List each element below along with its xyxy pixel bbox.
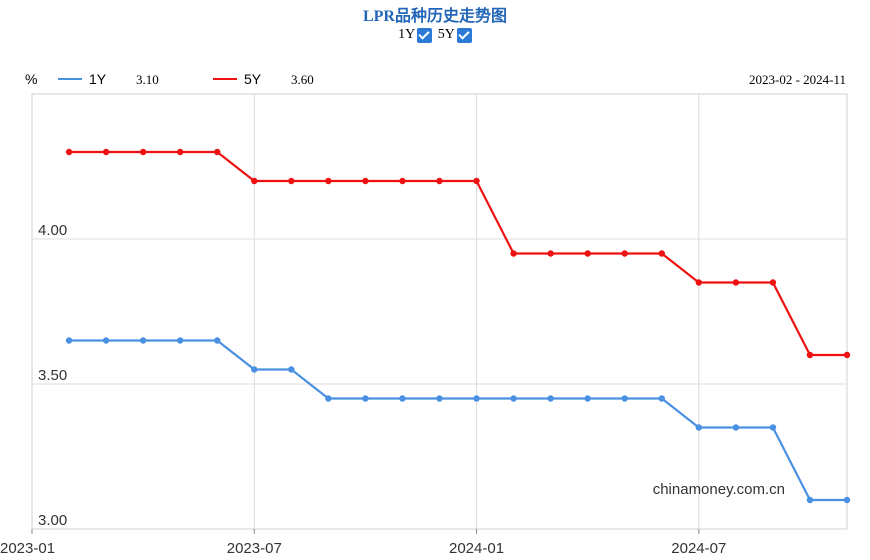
- data-point-1y-2023-11: [399, 395, 406, 402]
- toggle-1y-checkbox-icon[interactable]: [417, 27, 433, 43]
- data-point-5y-2023-06: [214, 148, 221, 156]
- data-point-5y-2024-04: [584, 250, 591, 257]
- unit-label: %: [25, 71, 37, 87]
- data-point-1y-2023-05: [176, 337, 184, 344]
- data-point-5y-2023-04: [139, 148, 147, 156]
- data-point-5y-2024-02: [510, 250, 517, 257]
- toggle-5y-label: 5Y: [437, 27, 455, 42]
- data-point-5y-2024-08: [732, 279, 740, 286]
- grid: [32, 94, 847, 529]
- data-point-5y-2024-06: [658, 250, 665, 257]
- series-toggles: 1Y 5Y: [0, 27, 870, 43]
- series-layer: [65, 148, 851, 504]
- data-point-1y-2024-03: [547, 395, 554, 402]
- data-point-5y-2023-12: [436, 177, 443, 185]
- data-point-1y-2024-11: [843, 496, 851, 504]
- data-point-5y-2024-01: [473, 177, 480, 185]
- chart-title: LPR品种历史走势图: [362, 8, 507, 25]
- x-axis: 2023-01 2023-07 2024-01 2024-07: [0, 529, 726, 557]
- data-point-5y-2024-05: [621, 250, 628, 257]
- toggle-1y-label: 1Y: [398, 27, 416, 42]
- data-point-5y-2023-03: [102, 148, 110, 156]
- data-point-1y-2024-09: [769, 424, 777, 431]
- data-point-1y-2024-10: [806, 496, 814, 504]
- data-point-1y-2023-06: [214, 337, 221, 344]
- legend-value-1y: 3.10: [136, 72, 159, 87]
- data-point-1y-2023-08: [288, 366, 295, 373]
- x-tick-label-0: 2023-01: [0, 540, 55, 557]
- watermark: chinamoney.com.cn: [653, 481, 785, 498]
- data-point-5y-2023-11: [399, 177, 406, 185]
- data-point-5y-2023-08: [288, 177, 295, 185]
- series-line-5y: [69, 150, 847, 357]
- data-point-1y-2024-07: [695, 424, 703, 431]
- data-point-5y-2024-03: [547, 250, 554, 257]
- series-line-1y: [69, 339, 847, 502]
- date-range-label: 2023-02 - 2024-11: [749, 72, 846, 87]
- y-axis: 4.00 3.50 3.00: [38, 222, 67, 529]
- plot-frame: [31, 93, 848, 530]
- data-point-1y-2023-02: [65, 337, 73, 344]
- data-point-1y-2023-12: [436, 395, 443, 402]
- y-tick-label-2: 3.00: [38, 512, 67, 529]
- data-point-5y-2023-10: [362, 177, 369, 185]
- data-point-1y-2023-04: [139, 337, 147, 344]
- data-point-5y-2023-07: [251, 177, 258, 185]
- legend-value-5y: 3.60: [291, 72, 314, 87]
- data-point-5y-2024-11: [843, 351, 851, 359]
- x-tick-label-2: 2024-01: [449, 540, 504, 557]
- data-point-1y-2023-07: [251, 366, 258, 373]
- toggle-5y[interactable]: 5Y: [438, 27, 472, 43]
- data-point-1y-2023-03: [102, 337, 110, 344]
- y-tick-label-1: 3.50: [38, 367, 67, 384]
- toggle-5y-checkbox-icon[interactable]: [456, 27, 472, 43]
- legend-name-1y: 1Y: [89, 71, 107, 87]
- data-point-1y-2023-09: [325, 395, 332, 402]
- data-point-1y-2024-05: [621, 395, 628, 402]
- data-point-5y-2023-09: [325, 177, 332, 185]
- toggle-1y[interactable]: 1Y: [398, 27, 433, 43]
- data-point-1y-2024-04: [584, 395, 591, 402]
- x-tick-label-3: 2024-07: [671, 540, 726, 557]
- legend-name-5y: 5Y: [244, 71, 262, 87]
- data-point-5y-2023-05: [176, 148, 184, 156]
- data-point-1y-2024-02: [510, 395, 517, 402]
- data-point-5y-2023-02: [65, 148, 73, 156]
- data-point-5y-2024-07: [695, 279, 703, 286]
- data-point-1y-2024-01: [473, 395, 480, 402]
- data-point-5y-2024-09: [769, 279, 777, 286]
- data-point-1y-2023-10: [362, 395, 369, 402]
- data-point-5y-2024-10: [806, 351, 814, 359]
- data-point-1y-2024-06: [658, 395, 665, 402]
- y-tick-label-0: 4.00: [38, 222, 67, 239]
- x-tick-label-1: 2023-07: [227, 540, 282, 557]
- data-point-1y-2024-08: [732, 424, 740, 431]
